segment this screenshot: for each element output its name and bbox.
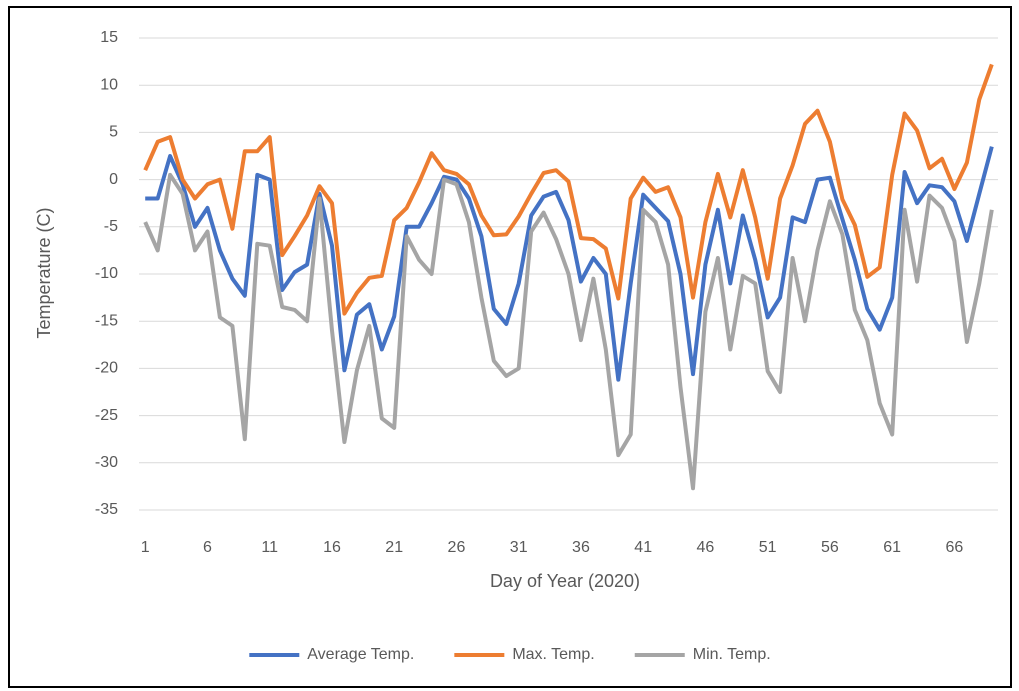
series-line <box>143 63 994 316</box>
legend-label: Average Temp. <box>307 646 414 663</box>
x-tick-label: 36 <box>572 539 590 556</box>
x-tick-label: 31 <box>510 539 528 556</box>
x-tick-label: 26 <box>448 539 466 556</box>
y-tick-label: 0 <box>109 171 118 188</box>
y-tick-label: -30 <box>95 454 118 471</box>
x-tick-label: 41 <box>634 539 652 556</box>
series-line <box>145 146 994 382</box>
x-tick-label: 46 <box>697 539 715 556</box>
y-axis-title: Temperature (C) <box>34 207 54 338</box>
x-tick-label: 1 <box>141 539 150 556</box>
y-tick-label: -25 <box>95 407 118 424</box>
y-tick-label: -35 <box>95 501 118 518</box>
x-tick-label: 56 <box>821 539 839 556</box>
x-tick-label: 61 <box>883 539 901 556</box>
x-tick-label: 21 <box>385 539 403 556</box>
y-tick-label: -15 <box>95 312 118 329</box>
legend-label: Max. Temp. <box>512 646 594 663</box>
x-tick-label: 6 <box>203 539 212 556</box>
y-tick-label: 10 <box>100 76 118 93</box>
y-tick-label: -10 <box>95 265 118 282</box>
y-tick-label: -5 <box>104 218 118 235</box>
x-tick-label: 11 <box>261 539 278 556</box>
x-tick-label: 51 <box>759 539 777 556</box>
y-tick-label: 5 <box>109 124 118 141</box>
chart-border <box>8 6 1012 688</box>
x-tick-label: 66 <box>946 539 964 556</box>
y-tick-label: -20 <box>95 360 118 377</box>
y-tick-label: 15 <box>100 29 118 46</box>
legend-label: Min. Temp. <box>693 646 771 663</box>
x-axis-title: Day of Year (2020) <box>490 571 640 591</box>
series-line <box>143 172 994 491</box>
x-tick-label: 16 <box>323 539 341 556</box>
